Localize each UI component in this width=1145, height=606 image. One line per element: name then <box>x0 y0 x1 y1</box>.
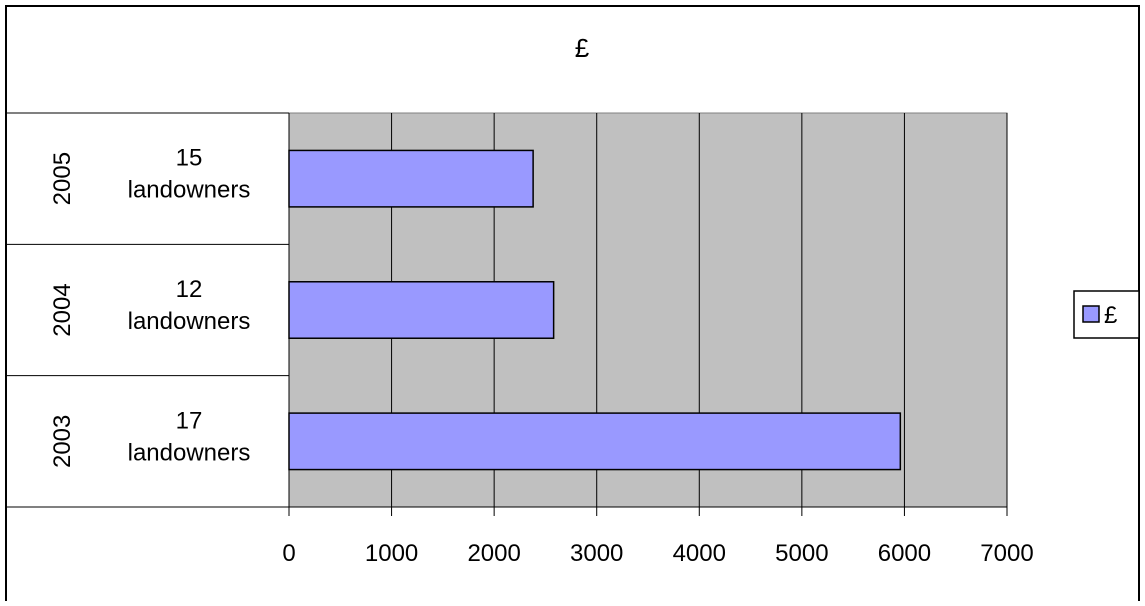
x-tick-label-0: 0 <box>282 540 295 567</box>
x-tick-label-4: 4000 <box>673 540 726 567</box>
category-axis: 2005 15 landowners 2004 12 landowners 2003 17 la… <box>6 112 290 507</box>
legend-swatch <box>1082 305 1100 323</box>
bar-2004 <box>288 281 555 339</box>
category-group-label-2: 2003 <box>49 415 76 468</box>
category-group-label-1: 2004 <box>49 283 76 336</box>
legend: £ <box>1073 290 1140 339</box>
x-tick-label-2: 2000 <box>467 540 520 567</box>
x-tick-label-6: 6000 <box>878 540 931 567</box>
chart-title: £ <box>575 33 590 63</box>
category-group-label-0: 2005 <box>49 152 76 205</box>
value-axis: 0 1000 2000 3000 4000 5000 6000 7000 <box>6 506 1034 567</box>
bar-2003 <box>288 412 902 471</box>
bar-2005 <box>288 149 534 208</box>
category-label-0-line-0: 15 <box>176 145 203 172</box>
x-tick-label-3: 3000 <box>570 540 623 567</box>
category-label-2-line-1: landowners <box>128 439 251 466</box>
legend-label: £ <box>1104 302 1117 329</box>
category-label-1-line-1: landowners <box>128 308 251 335</box>
bars <box>288 149 902 471</box>
category-label-2-line-0: 17 <box>176 407 203 434</box>
category-label-0-line-1: landowners <box>128 177 251 204</box>
x-tick-label-1: 1000 <box>365 540 418 567</box>
category-label-1-line-0: 12 <box>176 276 203 303</box>
x-tick-label-5: 5000 <box>775 540 828 567</box>
x-tick-label-7: 7000 <box>980 540 1033 567</box>
